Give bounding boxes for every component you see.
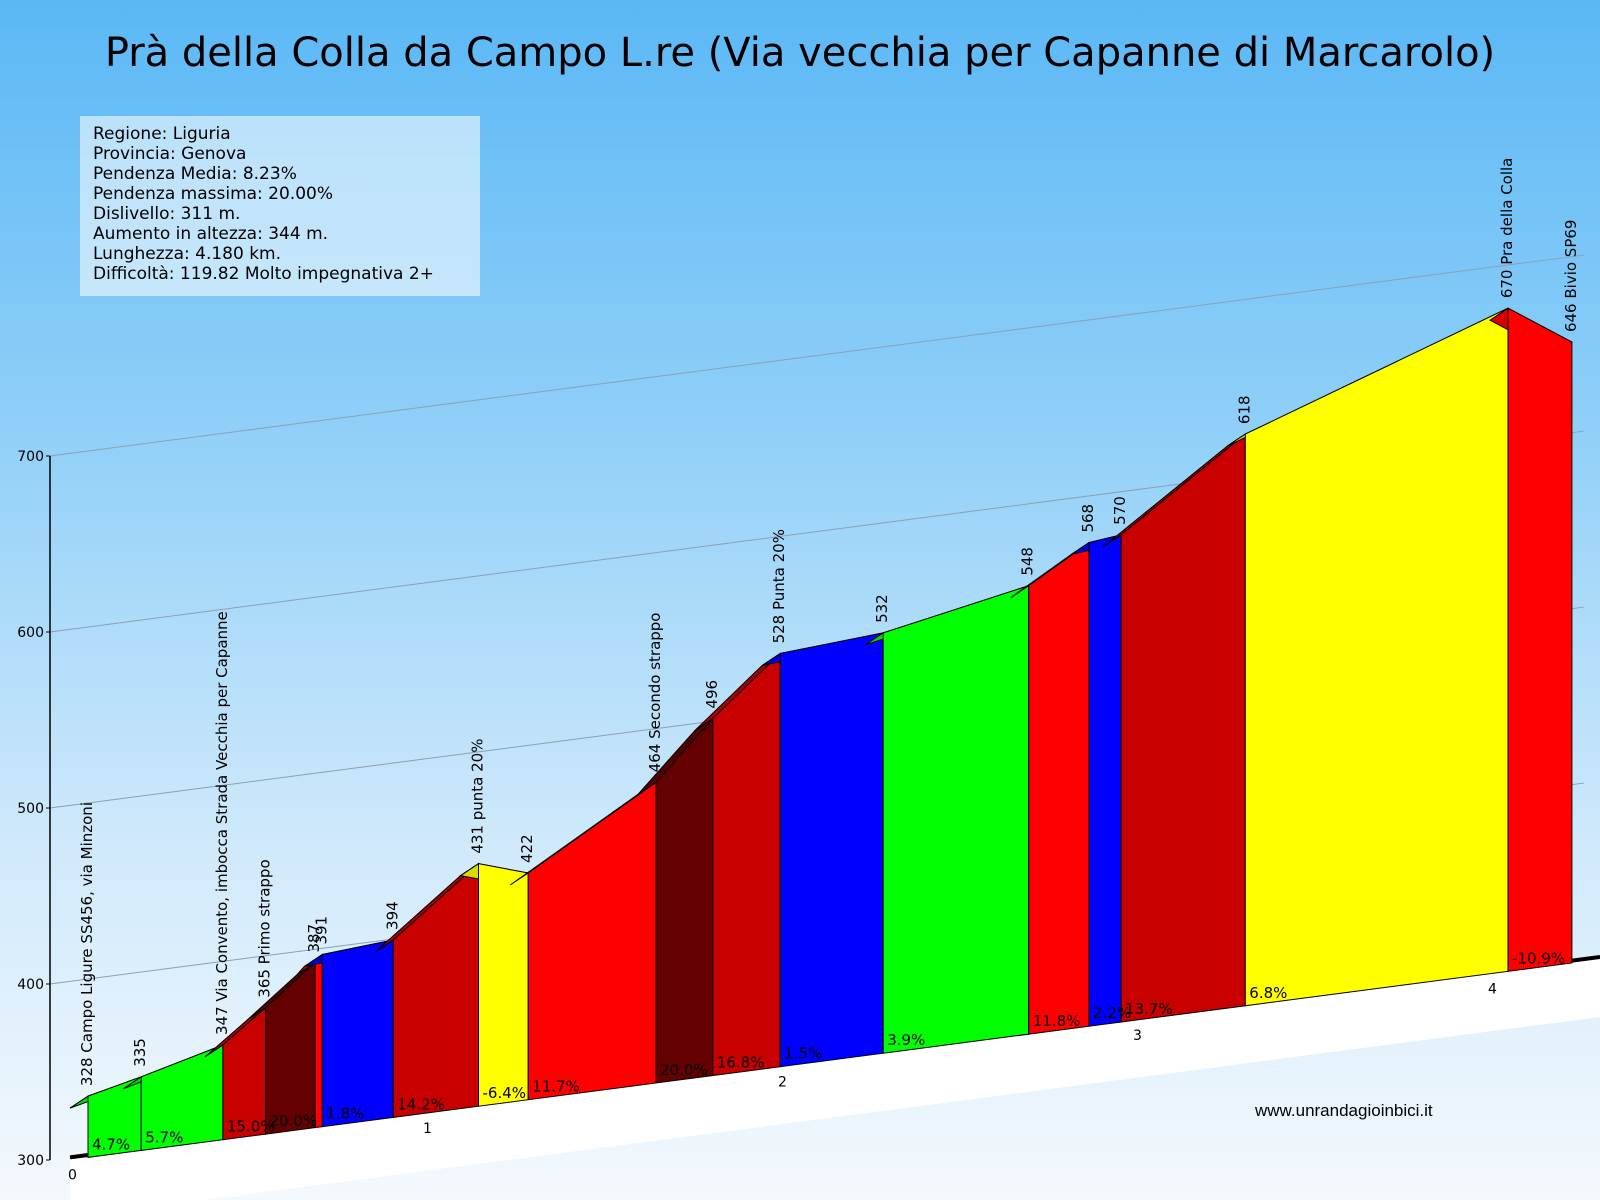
point-label: 532	[873, 594, 891, 623]
profile-segment	[247, 961, 316, 1135]
info-pendenza-massima: Pendenza massima: 20.00%	[93, 184, 333, 204]
grade-label: 20.0%	[270, 1112, 318, 1130]
grade-label: 2.2%	[1093, 1004, 1131, 1022]
segment-face	[712, 652, 781, 1077]
segment-face	[882, 584, 1030, 1054]
point-label: 394	[383, 901, 401, 930]
grade-label: -6.4%	[483, 1084, 527, 1102]
profile-segment	[69, 1076, 142, 1158]
grade-label: 1.5%	[784, 1045, 822, 1063]
segment-face	[779, 632, 884, 1068]
point-label: 568	[1079, 504, 1097, 533]
profile-segments	[69, 307, 1573, 1158]
x-tick-label: 1	[423, 1121, 432, 1137]
profile-segment	[204, 1006, 266, 1141]
grade-label: 20.0%	[660, 1061, 708, 1079]
segment-face	[321, 939, 394, 1128]
point-label: 670 Pra della Colla	[1498, 158, 1516, 299]
segment-face	[1507, 307, 1573, 972]
grade-label: 11.8%	[1033, 1012, 1081, 1030]
point-label: 422	[518, 834, 536, 863]
point-label: 570	[1111, 496, 1129, 525]
profile-segment	[1010, 541, 1090, 1035]
segment-face	[527, 781, 657, 1101]
website-credit: www.unrandagioinbici.it	[1255, 1101, 1433, 1120]
grade-label: 14.2%	[397, 1095, 445, 1113]
segment-face	[314, 953, 323, 1129]
profile-segment	[864, 584, 1030, 1054]
info-lunghezza: Lunghezza: 4.180 km.	[93, 244, 282, 264]
info-pendenza-media: Pendenza Media: 8.23%	[93, 164, 297, 184]
segment-face	[1244, 307, 1509, 1007]
point-label: 548	[1019, 547, 1037, 576]
point-label: 365 Primo strappo	[256, 859, 274, 997]
grade-label: 16.8%	[717, 1054, 765, 1072]
grade-label: 5.7%	[145, 1128, 183, 1146]
point-label: 464 Secondo strappo	[646, 613, 664, 773]
profile-segment	[1489, 307, 1573, 972]
segment-face	[392, 862, 479, 1118]
y-tick-label: 700	[17, 449, 44, 465]
info-regione: Regione: Liguria	[93, 124, 231, 144]
profile-segment	[122, 1044, 224, 1151]
x-tick-label: 2	[778, 1074, 787, 1090]
profile-segment	[761, 632, 884, 1068]
grade-label: 15.0%	[227, 1118, 275, 1136]
segment-face	[1120, 433, 1246, 1023]
y-tick-label: 300	[17, 1153, 44, 1169]
point-label: 391	[312, 916, 330, 945]
point-label: 496	[703, 680, 721, 709]
ground-plane	[70, 956, 1600, 1200]
grade-label: 1.8%	[326, 1105, 364, 1123]
y-tick-label: 600	[17, 625, 44, 641]
info-box: Regione: Liguria Provincia: Genova Pende…	[80, 116, 480, 296]
grade-label: -10.9%	[1512, 949, 1565, 967]
point-label: 347 Via Convento, imbocca Strada Vecchia…	[213, 611, 231, 1035]
point-label: 618	[1235, 395, 1253, 424]
point-labels: 328 Campo Ligure SS456, via Minzoni 33534…	[78, 158, 1580, 1086]
gridline	[49, 254, 1584, 457]
profile-segment	[304, 939, 394, 1128]
info-dislivello: Dislivello: 311 m.	[93, 204, 241, 224]
segment-face	[1028, 541, 1090, 1035]
segment-face	[478, 863, 529, 1107]
info-aumento: Aumento in altezza: 344 m.	[93, 224, 329, 244]
point-label: 328 Campo Ligure SS456, via Minzoni	[78, 802, 96, 1086]
grade-label: 11.7%	[532, 1078, 580, 1096]
profile-segment	[1227, 307, 1509, 1007]
x-tick-label: 3	[1133, 1028, 1142, 1044]
x-tick-label: 0	[68, 1167, 77, 1183]
grade-label: 3.9%	[887, 1031, 925, 1049]
segment-face	[655, 717, 714, 1084]
point-label: 431 punta 20%	[469, 739, 487, 854]
point-label: 387	[305, 924, 323, 953]
point-label: 646 Bivio SP69	[1562, 220, 1580, 333]
y-axis: 300 400 500 600 700	[17, 449, 51, 1169]
point-label: 335	[131, 1038, 149, 1067]
grade-labels: 4.7% 5.7%15.0%20.0% 1.8%14.2%-6.4% 11.7%20.…	[92, 949, 1565, 1153]
y-tick-label: 500	[17, 801, 44, 817]
point-label: 528 Punta 20%	[770, 529, 788, 643]
profile-segment	[509, 781, 657, 1101]
grade-label: 4.7%	[92, 1135, 130, 1153]
info-difficolta: Difficoltà: 119.82 Molto impegnativa 2+	[93, 264, 434, 284]
grade-label: 13.7%	[1125, 1000, 1173, 1018]
y-tick-label: 400	[17, 977, 44, 993]
grade-label: 6.8%	[1249, 984, 1287, 1002]
segment-face	[1088, 534, 1122, 1027]
page-title: Prà della Colla da Campo L.re (Via vecch…	[104, 30, 1496, 76]
x-tick-label: 4	[1488, 981, 1497, 997]
info-provincia: Provincia: Genova	[93, 144, 247, 164]
profile-segment	[374, 862, 479, 1118]
